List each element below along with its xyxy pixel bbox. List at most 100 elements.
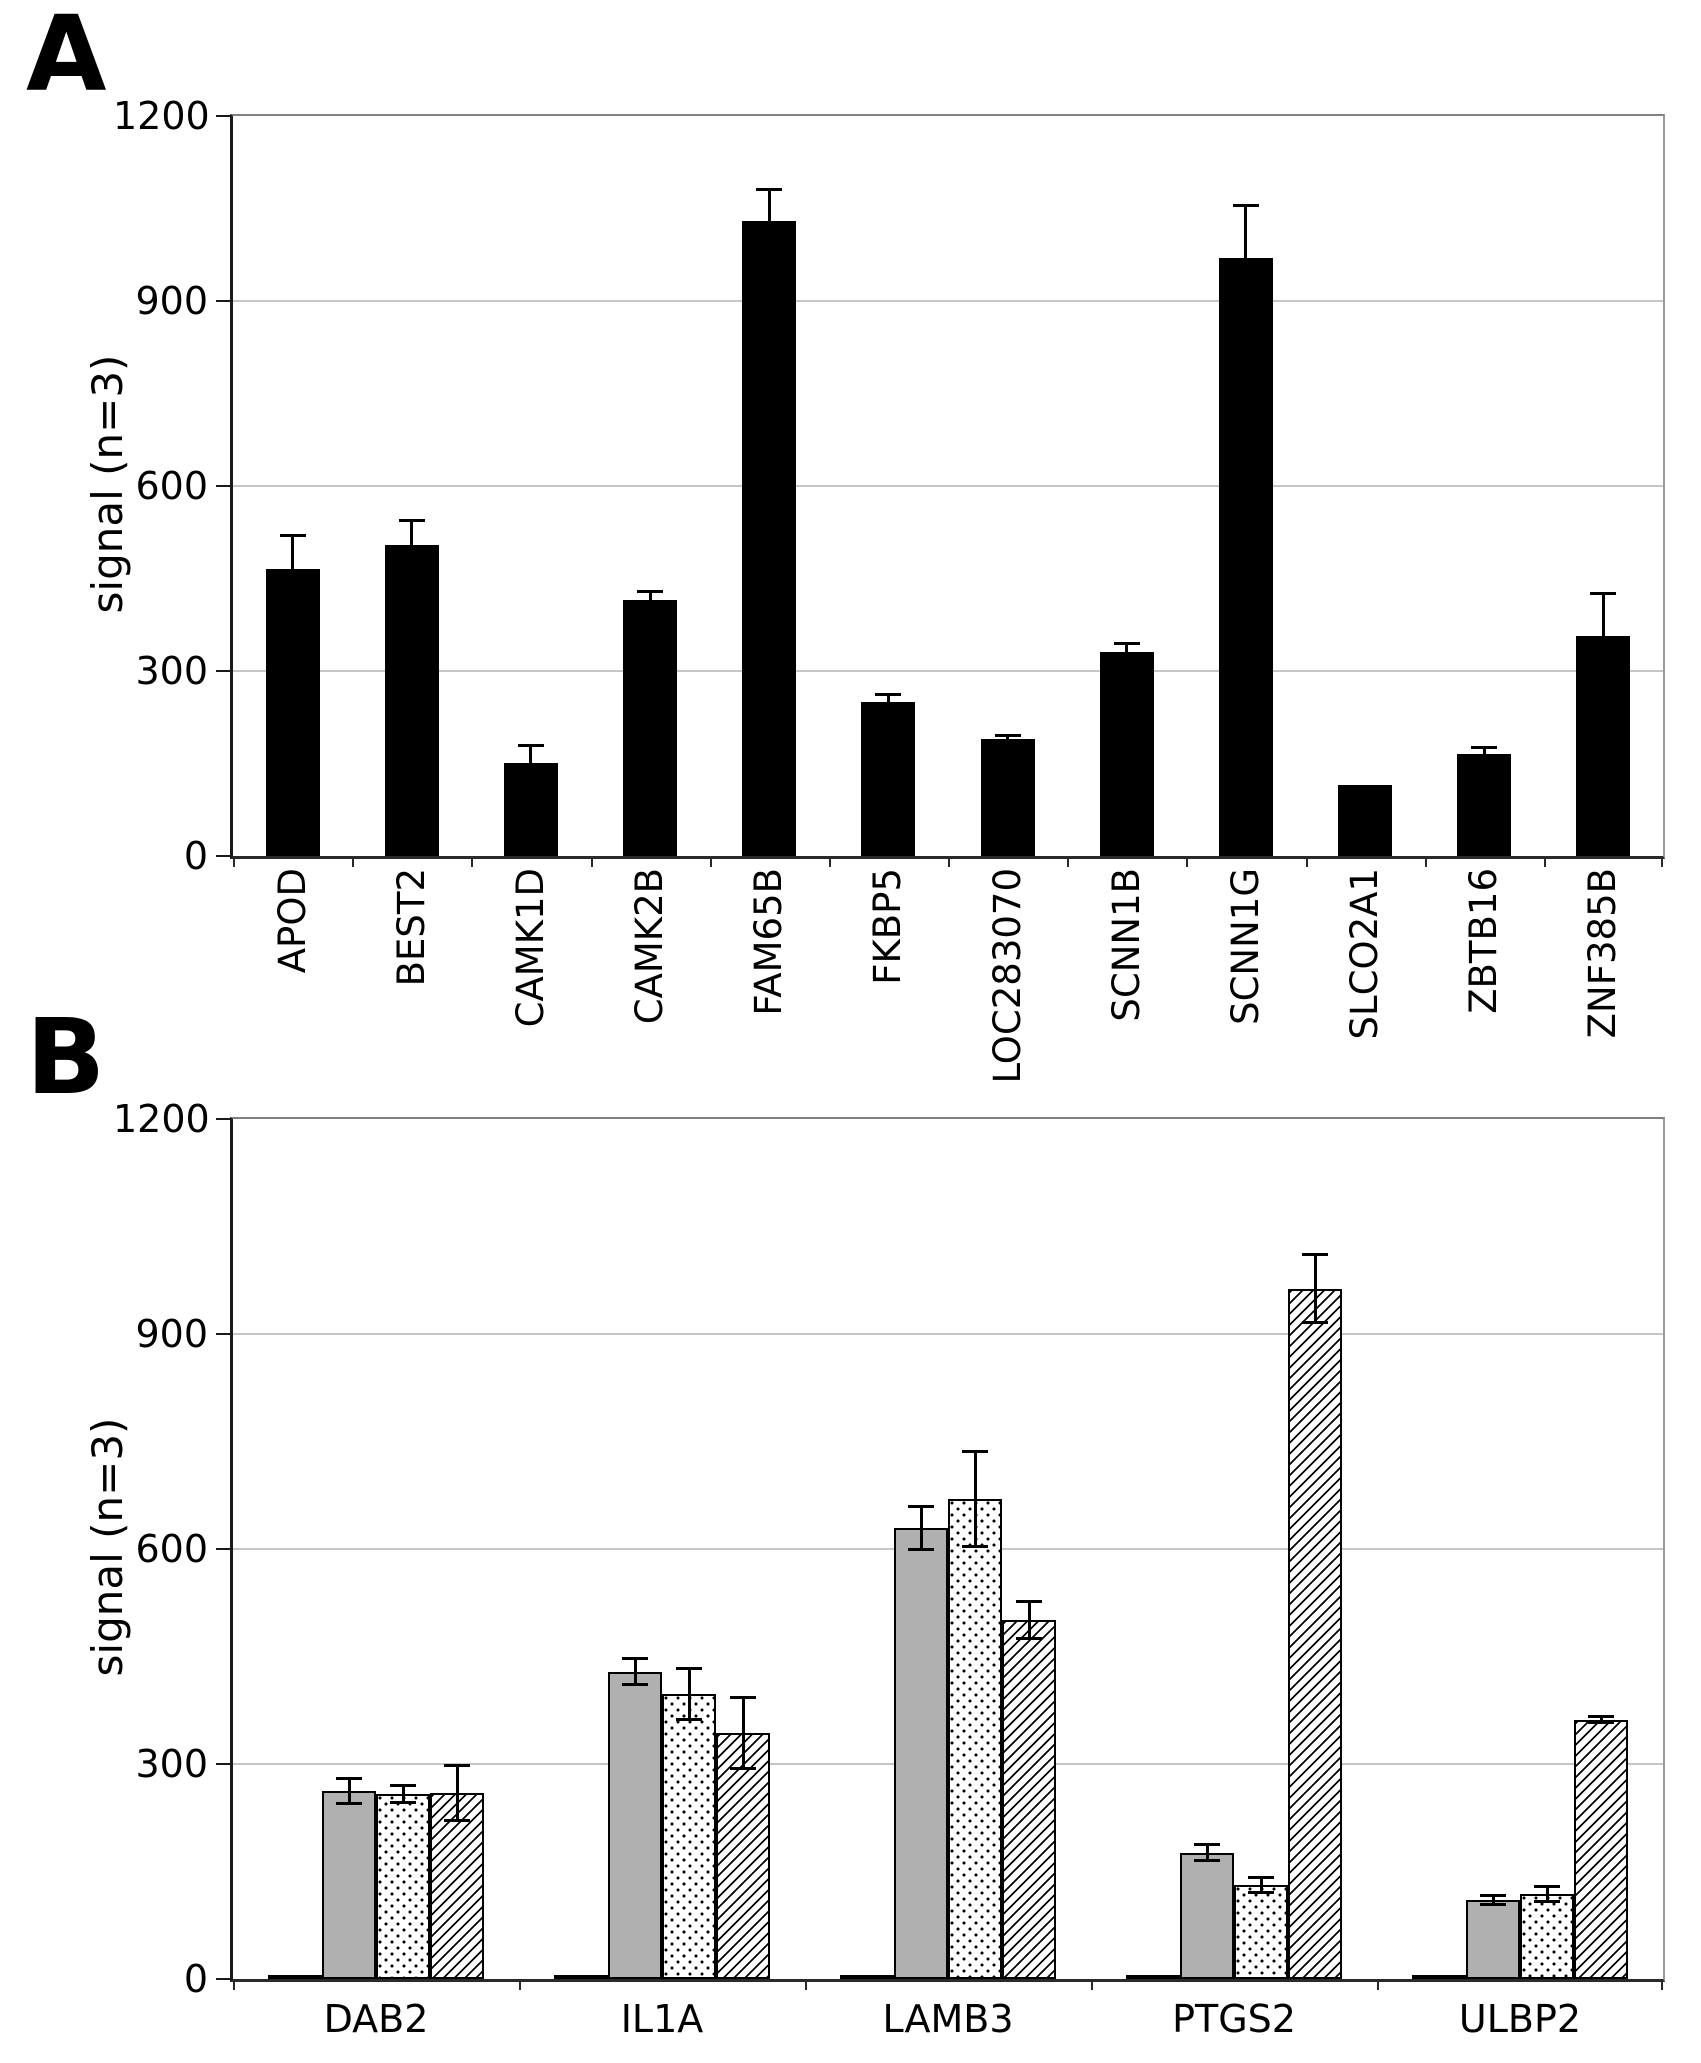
error-bar-cap <box>336 1802 362 1806</box>
panel-a-plot: 0 300 600 900 1200 APOD BEST2 CAMK1D CAMK2B FAM65… <box>113 96 1665 1084</box>
error-bar-cap <box>1534 1899 1560 1903</box>
bar-IL1A-series-3 <box>662 1694 716 1979</box>
y-tick-label: 1200 <box>113 1097 210 1141</box>
bar-SCNN1B-signal <box>1099 652 1154 856</box>
bar-APOD-signal <box>265 569 320 856</box>
gridline-600 <box>233 485 1663 487</box>
y-axis-tick <box>216 300 230 302</box>
error-bar-cap <box>622 1683 648 1687</box>
category-label-IL1A: IL1A <box>620 1997 704 2041</box>
bar-CAMK2B-signal <box>623 600 678 856</box>
error-bar-line <box>410 519 414 545</box>
error-bar-line <box>741 1697 745 1769</box>
y-axis-tick <box>216 1978 230 1980</box>
error-bar-line <box>1027 1600 1031 1640</box>
error-bar-line <box>1313 1254 1317 1324</box>
error-bar-cap <box>637 589 664 593</box>
bar-LAMB3-series-4 <box>1002 1620 1056 1979</box>
error-bar-line <box>687 1667 691 1720</box>
panel-b-letter: B <box>26 996 106 1118</box>
error-bar-cap <box>676 1717 702 1721</box>
y-tick-label: 600 <box>135 464 208 508</box>
error-bar-line <box>1125 643 1129 653</box>
error-bar-line <box>1482 746 1486 755</box>
error-bar-line <box>886 694 890 702</box>
y-tick-label: 0 <box>183 1957 208 2001</box>
error-bar-cap <box>1480 1903 1506 1907</box>
error-bar-line <box>1006 734 1010 739</box>
y-tick-label: 1200 <box>113 94 210 138</box>
x-axis-tick <box>1661 856 1663 867</box>
error-bar-line <box>1205 1844 1209 1862</box>
bar-LAMB3-series-1 <box>840 1975 894 1979</box>
error-bar-cap <box>756 187 783 191</box>
error-bar-line <box>455 1764 459 1821</box>
x-axis-tick <box>828 856 831 867</box>
error-bar-cap <box>1588 1721 1614 1725</box>
bar-DAB2-series-2 <box>322 1791 376 1979</box>
error-bar-line <box>529 745 533 764</box>
bar-LAMB3-series-2 <box>894 1528 948 1979</box>
x-axis-tick <box>1067 856 1070 867</box>
error-bar-line <box>1599 1715 1603 1724</box>
error-bar-cap <box>994 733 1021 737</box>
x-axis-tick <box>1305 856 1308 867</box>
bar-IL1A-series-4 <box>716 1733 770 1979</box>
error-bar-line <box>1491 1895 1495 1906</box>
bar-LAMB3-series-3 <box>948 1499 1002 1979</box>
x-axis-tick <box>1543 856 1546 867</box>
category-label-PTGS2: PTGS2 <box>1172 1997 1296 2041</box>
error-bar-cap <box>908 1505 934 1508</box>
error-bar-line <box>347 1778 351 1805</box>
error-bar-cap <box>908 1548 934 1552</box>
y-tick-label: 0 <box>183 834 208 878</box>
error-bar-line <box>1545 1885 1549 1902</box>
panel-b-plot: 0 300 600 900 1200 DAB2 IL1A LAMB3 PTGS2 ULBP2 <box>113 1099 1665 2041</box>
error-bar-cap <box>444 1763 470 1767</box>
error-bar-cap <box>1232 204 1259 208</box>
error-bar-line <box>1259 1877 1263 1893</box>
bar-ULBP2-series-1 <box>1412 1975 1466 1979</box>
error-bar-cap <box>676 1666 702 1670</box>
error-bar-cap <box>1113 642 1140 646</box>
y-tick-label: 300 <box>135 649 208 693</box>
error-bar-cap <box>1471 745 1498 749</box>
error-bar-cap <box>336 1777 362 1781</box>
x-axis-tick <box>1091 1979 1093 1990</box>
bar-DAB2-series-3 <box>376 1794 430 1979</box>
bar-CAMK1D-signal <box>503 763 558 856</box>
bar-DAB2-series-1 <box>268 1975 322 1979</box>
bar-SCNN1G-signal <box>1218 258 1273 856</box>
y-axis-tick <box>216 1118 230 1120</box>
error-bar-cap <box>1302 1321 1328 1325</box>
x-axis-tick <box>805 1979 807 1990</box>
error-bar-cap <box>622 1656 648 1660</box>
error-bar-cap <box>1302 1253 1328 1257</box>
error-bar-cap <box>1588 1714 1614 1718</box>
error-bar-cap <box>1248 1876 1274 1880</box>
x-axis-tick <box>1377 1979 1379 1990</box>
gridline-900 <box>233 300 1663 302</box>
x-axis-tick <box>471 856 474 867</box>
y-tick-label: 900 <box>135 279 208 323</box>
bar-BEST2-signal <box>384 545 439 856</box>
y-tick-label: 300 <box>135 1742 208 1786</box>
bar-ULBP2-series-4 <box>1574 1720 1628 1979</box>
bar-ZBTB16-signal <box>1457 754 1512 856</box>
error-bar-cap <box>962 1544 988 1548</box>
error-bar-cap <box>730 1696 756 1700</box>
x-axis-tick <box>1424 856 1427 867</box>
error-bar-line <box>291 535 295 570</box>
gridline-300 <box>233 670 1663 672</box>
y-axis-tick <box>216 1763 230 1765</box>
bar-DAB2-series-4 <box>430 1793 484 1979</box>
bar-SLCO2A1-signal <box>1338 785 1393 856</box>
error-bar-line <box>633 1657 637 1686</box>
x-axis-tick <box>1661 1979 1663 1990</box>
error-bar-cap <box>517 744 544 747</box>
error-bar-line <box>648 590 652 601</box>
x-axis-tick <box>709 856 712 867</box>
y-axis-tick <box>216 1333 230 1335</box>
error-bar-cap <box>444 1818 470 1822</box>
bar-LOC283070-signal <box>980 739 1035 856</box>
